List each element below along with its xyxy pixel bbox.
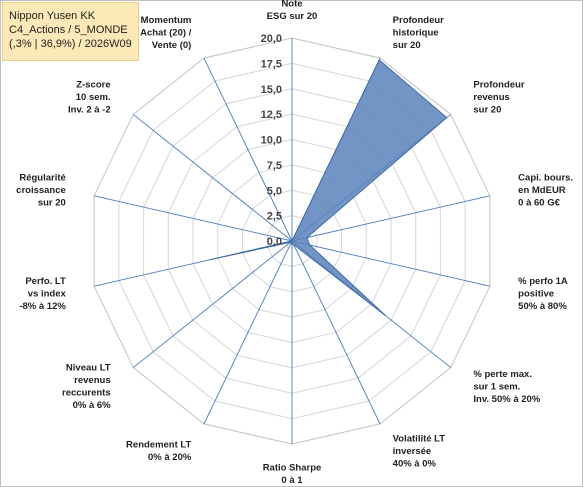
axis-spoke	[133, 114, 293, 242]
axis-label-line: sur 20	[473, 105, 501, 116]
axis-label-line: Achat (20) /	[140, 28, 192, 39]
axis-label-line: Niveau LT	[66, 363, 111, 374]
axis-label-line: historique	[393, 28, 439, 39]
axis-label-line: revenus	[473, 92, 509, 103]
axis-label-line: sur 1 sem.	[473, 381, 520, 392]
axis-label-line: 0 à 60 G€	[518, 198, 560, 209]
axis-label-line: 40% à 0%	[393, 458, 437, 469]
axis-label-line: Profondeur	[473, 80, 524, 91]
tick-label: 0,0	[267, 236, 282, 248]
axis-label-line: -8% à 12%	[19, 301, 66, 312]
axis-label-line: Perfo. LT	[25, 276, 66, 287]
axis-label: Momentum Achat (20) /Vente (0)	[140, 15, 192, 51]
tick-label: 5,0	[267, 185, 282, 197]
axis-label-line: inversée	[393, 446, 432, 457]
axis-label-line: vs index	[28, 288, 67, 299]
info-box: Nippon Yusen KK C4_Actions / 5_MONDE (,3…	[2, 2, 139, 61]
company-name: Nippon Yusen KK	[9, 10, 96, 22]
axis-label-line: % perfo 1A	[518, 276, 568, 287]
tick-label: 20,0	[261, 33, 282, 45]
tick-label: 10,0	[261, 135, 282, 147]
tick-label: 17,5	[261, 58, 282, 70]
axis-label-line: Z-score	[76, 80, 110, 91]
portfolio-path: C4_Actions / 5_MONDE	[9, 24, 128, 36]
radar-tick-labels: 0,0 2,5 5,0 7,5 10,0 12,5 15,0 17,5 20,0	[261, 33, 282, 248]
axis-label: Capi. bours.en MdEUR 0 à 60 G€	[518, 173, 573, 209]
axis-label-line: Profondeur	[393, 15, 444, 26]
axis-label-line: 0% à 6%	[73, 400, 112, 411]
axis-label-line: sur 20	[393, 40, 421, 51]
axis-spoke	[203, 57, 293, 242]
axis-label-line: 0% à 20%	[148, 452, 192, 463]
score-range-week: (,3% | 36,9%) / 2026W09	[9, 38, 132, 50]
axis-label-line: 50% à 80%	[518, 301, 567, 312]
axis-label-line: Capi. bours.	[518, 173, 573, 184]
axis-label-line: croissance	[16, 185, 66, 196]
axis-label-line: ESG sur 20	[267, 11, 318, 22]
axis-label-line: Momentum	[141, 15, 192, 26]
radar-series	[209, 59, 448, 317]
axis-label-line: Rendement LT	[126, 440, 191, 451]
axis-label: Rendement LT0% à 20%	[126, 440, 192, 464]
axis-label-line: Vente (0)	[152, 40, 192, 51]
tick-label: 2,5	[267, 211, 282, 223]
axis-spoke	[133, 240, 293, 368]
axis-spoke	[93, 195, 293, 242]
axis-label-line: 10 sem.	[76, 92, 111, 103]
tick-label: 15,0	[261, 84, 282, 96]
axis-label-line: Inv. 50% à 20%	[473, 394, 540, 405]
axis-spoke	[291, 195, 491, 242]
axis-spoke	[203, 240, 293, 425]
series-area	[209, 59, 448, 317]
axis-label: % perte max.sur 1 sem. Inv. 50% à 20%	[473, 369, 540, 405]
axis-spoke	[291, 240, 381, 425]
axis-label-line: 0 à 1	[281, 475, 303, 486]
axis-label-line: Ratio Sharpe	[263, 463, 322, 474]
axis-label-line: reccurents	[62, 388, 111, 399]
axis-label-line: Inv. 2 à -2	[68, 105, 111, 116]
tick-label: 12,5	[261, 109, 282, 121]
axis-label-line: Note	[281, 0, 302, 10]
tick-label: 7,5	[267, 160, 282, 172]
axis-label-line: en MdEUR	[518, 185, 566, 196]
axis-label-line: % perte max.	[473, 369, 532, 380]
axis-label-line: sur 20	[38, 198, 66, 209]
axis-label-line: revenus	[74, 375, 110, 386]
axis-label-line: positive	[518, 288, 554, 299]
axis-spoke	[291, 240, 491, 287]
axis-label-line: Volatilité LT	[393, 433, 446, 444]
axis-label-line: Régularité	[19, 173, 65, 184]
